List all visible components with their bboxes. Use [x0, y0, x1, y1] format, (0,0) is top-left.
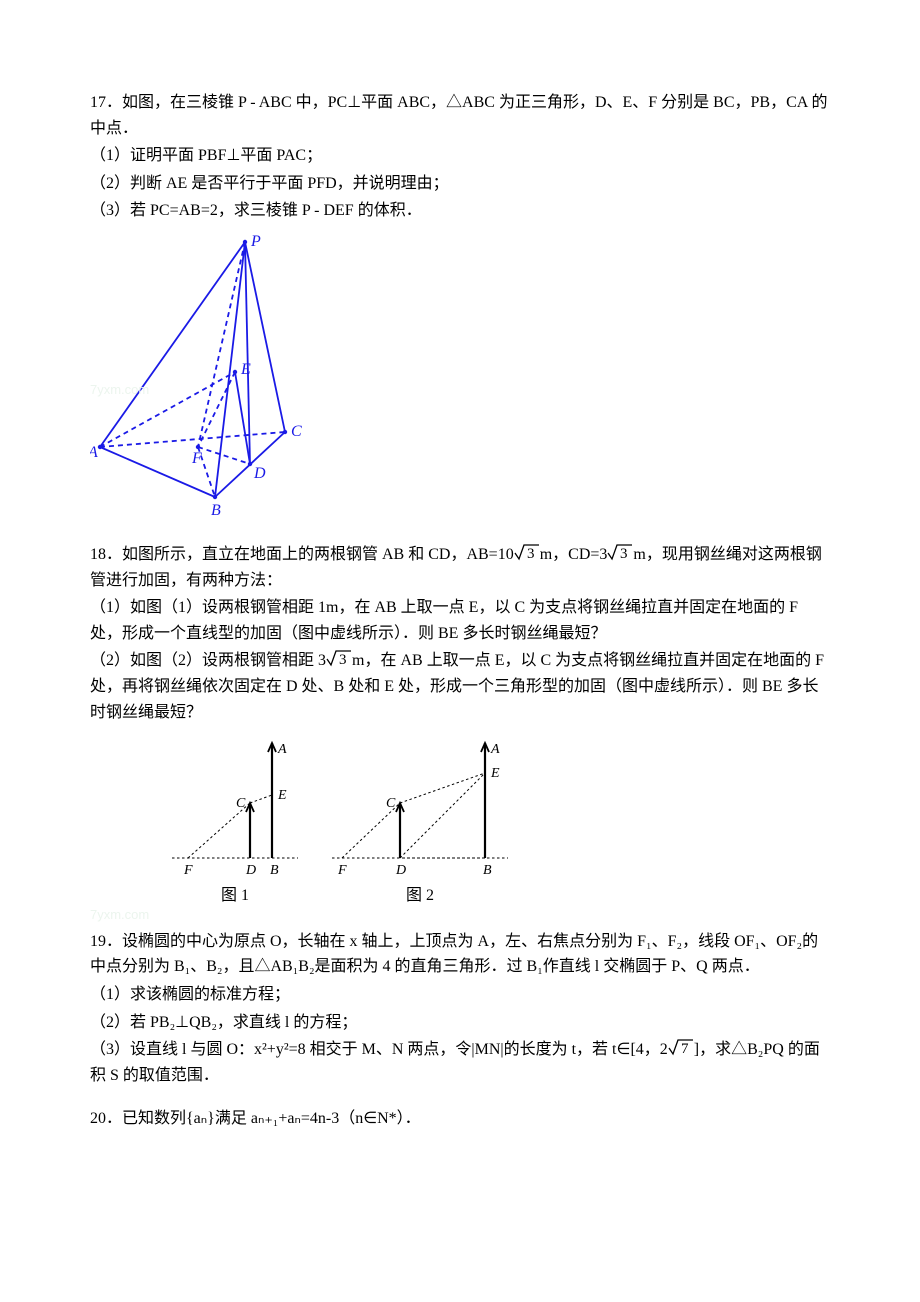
q18-line3: （2）如图（2）设两根钢管相距 33m，在 AB 上取一点 E，以 C 为支点将…	[90, 648, 830, 725]
fig18-2-caption: 图 2	[330, 883, 510, 909]
fig18-1-caption: 图 1	[170, 883, 300, 909]
q20-line1: 20．已知数列{aₙ}满足 aₙ₊₁+aₙ=4n‑3（n∈N*）．	[90, 1106, 830, 1132]
question-20: 20．已知数列{aₙ}满足 aₙ₊₁+aₙ=4n‑3（n∈N*）．	[90, 1106, 830, 1132]
svg-text:E: E	[240, 361, 251, 378]
svg-text:P: P	[250, 233, 261, 250]
q18-line1: 18．如图所示，直立在地面上的两根钢管 AB 和 CD，AB=10 3 m，CD=3…	[90, 542, 830, 593]
svg-text:3: 3	[339, 652, 347, 667]
q19-line4: （3）设直线 l 与圆 O：x²+y²=8 相交于 M、N 两点，令|MN|的长…	[90, 1037, 830, 1088]
svg-text:D: D	[395, 863, 406, 878]
figure-18: FDBACE 图 1 FDBACE 图 2	[90, 733, 830, 909]
svg-text:A: A	[90, 444, 98, 461]
q18-l1a: 18．如图所示，直立在地面上的两根钢管 AB 和 CD，AB=10	[90, 546, 514, 563]
svg-text:C: C	[236, 796, 246, 811]
sqrt7-sym: 7	[668, 1041, 694, 1058]
svg-text:B: B	[211, 502, 221, 519]
q18-line2: （1）如图（1）设两根钢管相距 1m，在 AB 上取一点 E，以 C 为支点将钢…	[90, 595, 830, 646]
sqrt3-sym-1: 3	[514, 546, 540, 563]
sqrt3-sym-3: 3	[326, 652, 352, 669]
q19-line3: （2）若 PB₂⊥QB₂，求直线 l 的方程；	[90, 1010, 830, 1036]
svg-text:D: D	[253, 465, 266, 482]
q17-line1: 17．如图，在三棱锥 P ‑ ABC 中，PC⊥平面 ABC，△ABC 为正三角…	[90, 90, 830, 141]
svg-text:A: A	[490, 742, 500, 757]
question-17: 17．如图，在三棱锥 P ‑ ABC 中，PC⊥平面 ABC，△ABC 为正三角…	[90, 90, 830, 522]
q18-l3a: （2）如图（2）设两根钢管相距 3	[90, 652, 326, 669]
svg-text:3: 3	[620, 546, 628, 561]
svg-text:C: C	[291, 423, 302, 440]
svg-text:C: C	[386, 796, 396, 811]
svg-text:E: E	[490, 766, 500, 781]
svg-text:7: 7	[681, 1041, 689, 1056]
svg-text:D: D	[245, 863, 256, 878]
svg-text:3: 3	[527, 546, 535, 561]
q17-line4: （3）若 PC=AB=2，求三棱锥 P ‑ DEF 的体积．	[90, 198, 830, 224]
sqrt3-sym-2: 3	[607, 546, 633, 563]
svg-text:E: E	[277, 788, 287, 803]
q19-line2: （1）求该椭圆的标准方程；	[90, 982, 830, 1008]
svg-text:F: F	[183, 863, 193, 878]
q19-line1: 19．设椭圆的中心为原点 O，长轴在 x 轴上，上顶点为 A，左、右焦点分别为 …	[90, 929, 830, 980]
figure-17: P A B C D E F	[90, 232, 830, 522]
q17-line3: （2）判断 AE 是否平行于平面 PFD，并说明理由；	[90, 171, 830, 197]
q18-l1b: m，CD=3	[540, 546, 608, 563]
question-18: 18．如图所示，直立在地面上的两根钢管 AB 和 CD，AB=10 3 m，CD=3…	[90, 542, 830, 909]
svg-text:F: F	[337, 863, 347, 878]
q19-l4a: （3）设直线 l 与圆 O：x²+y²=8 相交于 M、N 两点，令|MN|的长…	[90, 1041, 668, 1058]
svg-text:B: B	[270, 863, 279, 878]
q17-line2: （1）证明平面 PBF⊥平面 PAC；	[90, 143, 830, 169]
question-19: 19．设椭圆的中心为原点 O，长轴在 x 轴上，上顶点为 A，左、右焦点分别为 …	[90, 929, 830, 1089]
svg-text:A: A	[277, 742, 287, 757]
svg-text:F: F	[191, 450, 202, 467]
svg-text:B: B	[483, 863, 492, 878]
